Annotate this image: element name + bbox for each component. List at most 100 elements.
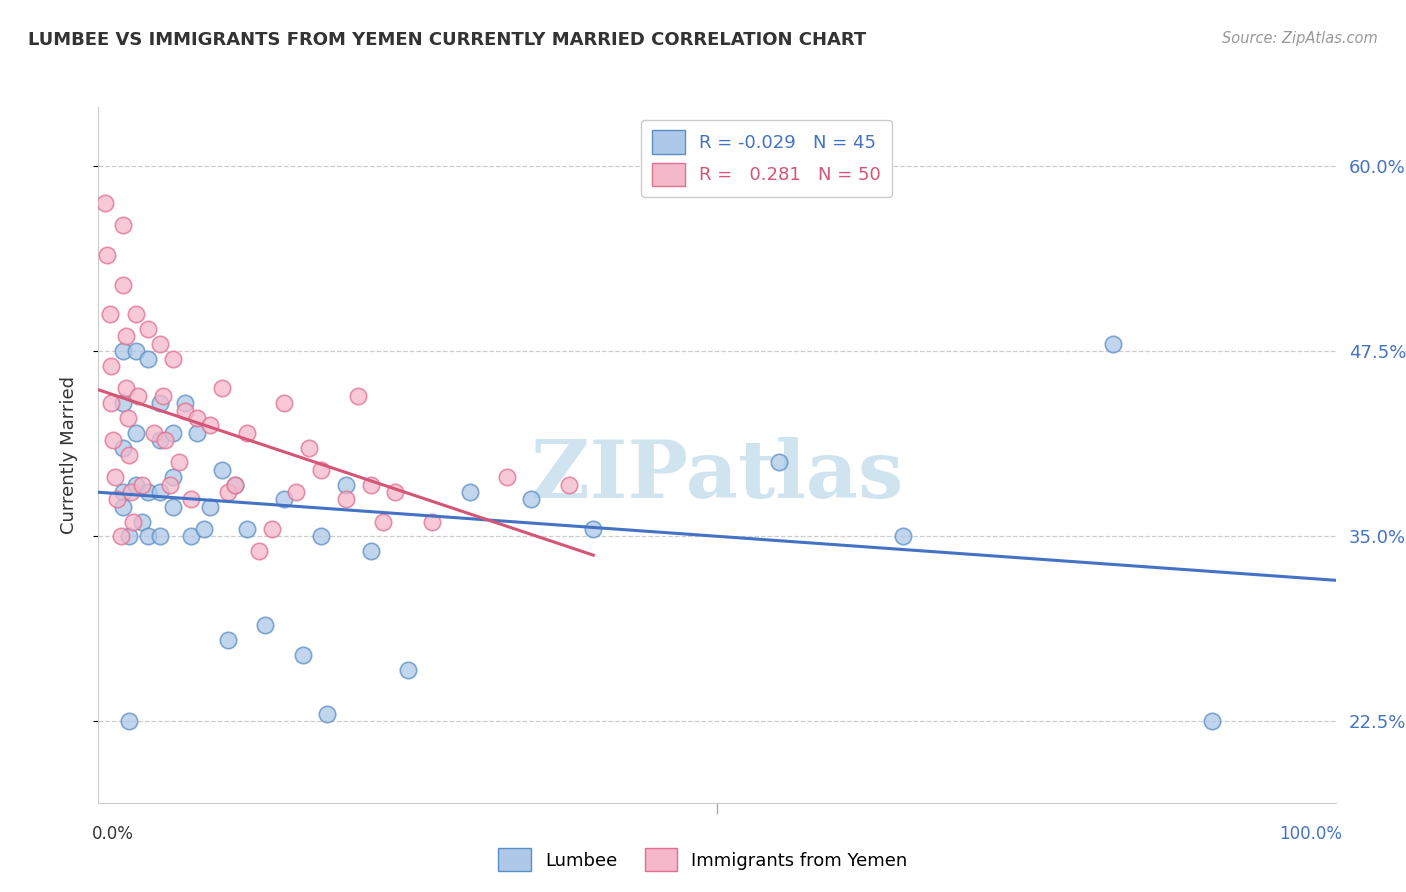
- Point: [159, 477, 181, 491]
- Point: [110, 529, 132, 543]
- Point: [117, 411, 139, 425]
- Point: [316, 706, 339, 721]
- Text: ZIPatlas: ZIPatlas: [531, 437, 903, 515]
- Point: [100, 396, 122, 410]
- Point: [396, 663, 419, 677]
- Point: [291, 648, 314, 662]
- Point: [198, 418, 221, 433]
- Point: [124, 307, 146, 321]
- Point: [112, 484, 135, 499]
- Point: [236, 522, 259, 536]
- Point: [193, 522, 215, 536]
- Point: [224, 477, 246, 491]
- Point: [124, 477, 146, 491]
- Point: [149, 484, 172, 499]
- Text: 100.0%: 100.0%: [1279, 825, 1341, 843]
- Y-axis label: Currently Married: Currently Married: [59, 376, 77, 534]
- Point: [136, 529, 159, 543]
- Point: [335, 477, 357, 491]
- Point: [1201, 714, 1223, 729]
- Point: [347, 389, 370, 403]
- Point: [103, 433, 125, 447]
- Point: [162, 425, 184, 440]
- Point: [309, 463, 332, 477]
- Text: LUMBEE VS IMMIGRANTS FROM YEMEN CURRENTLY MARRIED CORRELATION CHART: LUMBEE VS IMMIGRANTS FROM YEMEN CURRENTL…: [28, 31, 866, 49]
- Point: [112, 441, 135, 455]
- Point: [458, 484, 481, 499]
- Point: [143, 425, 166, 440]
- Point: [211, 381, 233, 395]
- Point: [155, 433, 177, 447]
- Point: [174, 396, 197, 410]
- Point: [384, 484, 406, 499]
- Point: [118, 448, 141, 462]
- Point: [127, 389, 149, 403]
- Point: [495, 470, 517, 484]
- Point: [422, 515, 444, 529]
- Point: [112, 219, 135, 233]
- Point: [520, 492, 543, 507]
- Point: [186, 411, 208, 425]
- Point: [174, 403, 197, 417]
- Point: [114, 381, 136, 395]
- Point: [149, 396, 172, 410]
- Legend: Lumbee, Immigrants from Yemen: Lumbee, Immigrants from Yemen: [491, 841, 915, 879]
- Point: [273, 396, 295, 410]
- Text: Source: ZipAtlas.com: Source: ZipAtlas.com: [1222, 31, 1378, 46]
- Point: [180, 529, 202, 543]
- Point: [211, 463, 233, 477]
- Point: [149, 337, 172, 351]
- Point: [136, 322, 159, 336]
- Point: [124, 344, 146, 359]
- Point: [112, 396, 135, 410]
- Point: [112, 277, 135, 292]
- Point: [112, 344, 135, 359]
- Point: [236, 425, 259, 440]
- Point: [131, 477, 153, 491]
- Point: [100, 359, 122, 373]
- Point: [224, 477, 246, 491]
- Point: [1102, 337, 1125, 351]
- Point: [98, 307, 121, 321]
- Point: [124, 425, 146, 440]
- Point: [360, 477, 382, 491]
- Point: [309, 529, 332, 543]
- Point: [582, 522, 605, 536]
- Point: [198, 500, 221, 514]
- Point: [891, 529, 914, 543]
- Point: [162, 500, 184, 514]
- Point: [217, 484, 239, 499]
- Point: [105, 492, 128, 507]
- Point: [149, 529, 172, 543]
- Point: [136, 484, 159, 499]
- Point: [167, 455, 190, 469]
- Point: [120, 484, 142, 499]
- Point: [298, 441, 321, 455]
- Point: [217, 632, 239, 647]
- Legend: R = -0.029   N = 45, R =   0.281   N = 50: R = -0.029 N = 45, R = 0.281 N = 50: [641, 120, 891, 196]
- Point: [93, 196, 115, 211]
- Point: [122, 515, 145, 529]
- Point: [186, 425, 208, 440]
- Point: [360, 544, 382, 558]
- Point: [136, 351, 159, 366]
- Point: [285, 484, 308, 499]
- Point: [557, 477, 579, 491]
- Point: [273, 492, 295, 507]
- Point: [131, 515, 153, 529]
- Point: [149, 433, 172, 447]
- Point: [335, 492, 357, 507]
- Point: [118, 529, 141, 543]
- Point: [162, 470, 184, 484]
- Text: 0.0%: 0.0%: [93, 825, 134, 843]
- Point: [180, 492, 202, 507]
- Point: [152, 389, 174, 403]
- Point: [162, 351, 184, 366]
- Point: [254, 618, 277, 632]
- Point: [112, 500, 135, 514]
- Point: [260, 522, 283, 536]
- Point: [114, 329, 136, 343]
- Point: [118, 714, 141, 729]
- Point: [768, 455, 790, 469]
- Point: [247, 544, 270, 558]
